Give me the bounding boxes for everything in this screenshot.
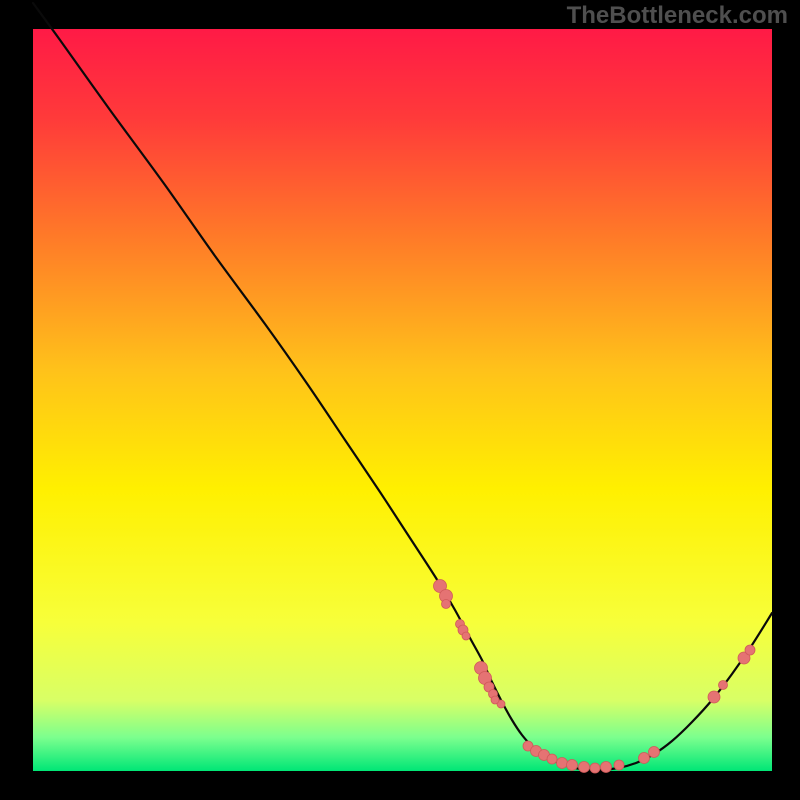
curve-marker-dot	[745, 645, 755, 655]
curve-marker-dot	[639, 753, 650, 764]
watermark-text: TheBottleneck.com	[567, 2, 788, 30]
curve-marker-dot	[557, 758, 568, 769]
bottleneck-curve	[33, 3, 772, 770]
curve-marker-dot	[719, 681, 728, 690]
curve-marker-dot	[614, 760, 624, 770]
curve-marker-dot	[567, 760, 578, 771]
chart-overlay-svg	[0, 0, 800, 800]
curve-marker-dot	[708, 691, 720, 703]
chart-stage: TheBottleneck.com	[0, 0, 800, 800]
curve-marker-dot	[491, 696, 499, 704]
curve-marker-dot	[590, 763, 600, 773]
curve-marker-dot	[442, 600, 451, 609]
curve-markers-group	[434, 580, 756, 774]
curve-marker-dot	[547, 754, 557, 764]
curve-marker-dot	[462, 632, 470, 640]
curve-marker-dot	[649, 747, 660, 758]
curve-marker-dot	[579, 762, 590, 773]
curve-marker-dot	[601, 762, 612, 773]
